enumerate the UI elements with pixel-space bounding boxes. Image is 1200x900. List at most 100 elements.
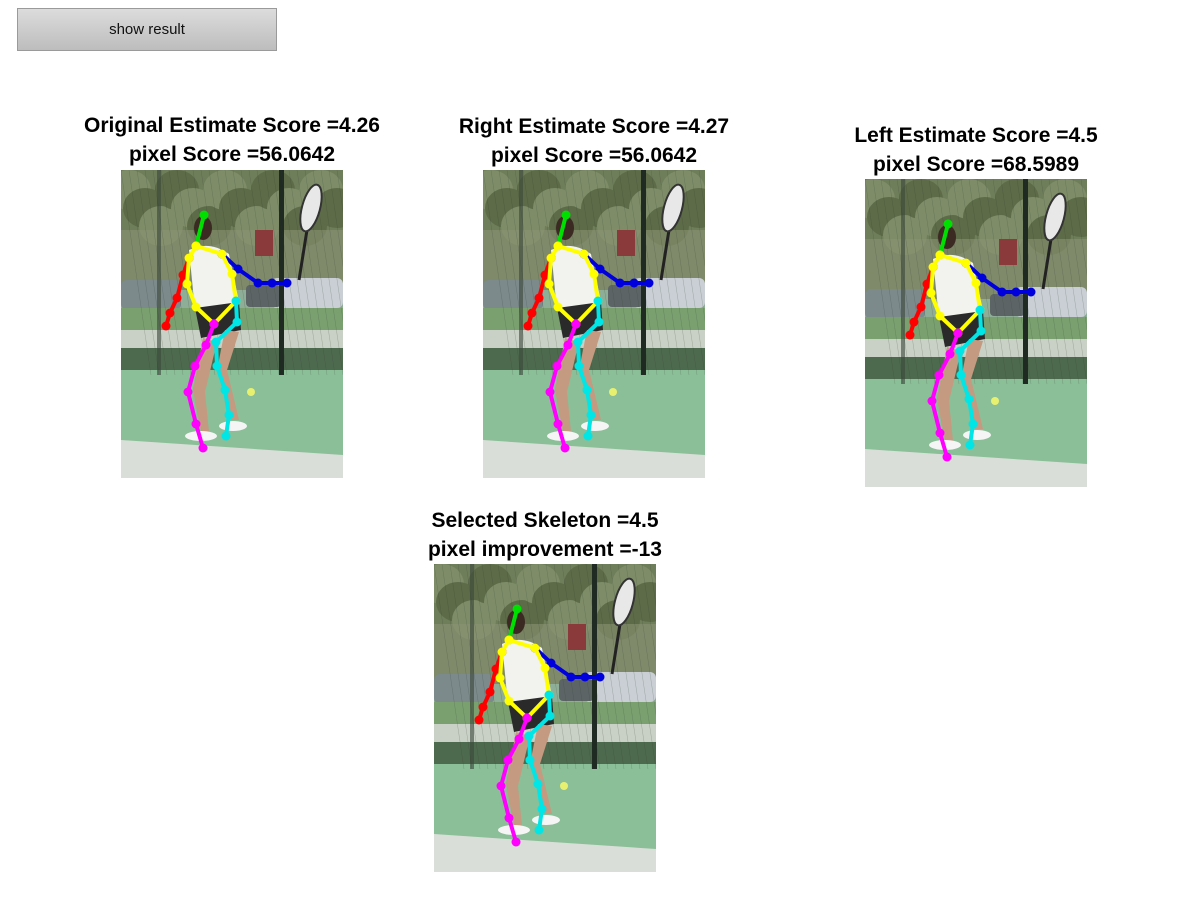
joint-marker xyxy=(589,269,599,279)
joint-marker xyxy=(191,419,201,429)
joint-marker xyxy=(644,278,654,288)
joint-marker xyxy=(961,258,971,268)
left-leg-limb xyxy=(955,305,986,450)
panel-right-pixel-score: pixel Score =56.0642 xyxy=(490,144,698,167)
joint-marker xyxy=(165,308,175,318)
joint-marker xyxy=(976,326,986,336)
joint-marker xyxy=(583,431,593,441)
joint-marker xyxy=(934,370,944,380)
joint-marker xyxy=(221,431,231,441)
joint-marker xyxy=(172,293,182,303)
joint-marker xyxy=(217,249,227,259)
left-leg-limb xyxy=(524,690,555,835)
joint-marker xyxy=(971,278,981,288)
panel-selected-title: Selected Skeleton =4.5 pixel improvement… xyxy=(375,506,715,564)
joint-marker xyxy=(928,262,938,272)
joint-marker xyxy=(198,443,208,453)
joint-marker xyxy=(201,340,211,350)
panel-left-image xyxy=(865,179,1087,487)
joint-marker xyxy=(968,419,978,429)
joint-marker xyxy=(267,278,277,288)
joint-marker xyxy=(582,385,592,395)
joint-marker xyxy=(905,330,915,340)
joint-marker xyxy=(190,361,200,371)
joint-marker xyxy=(485,687,495,697)
left-arm-limb xyxy=(961,258,1036,297)
joint-marker xyxy=(560,443,570,453)
joint-marker xyxy=(533,779,543,789)
joint-marker xyxy=(199,210,209,220)
joint-marker xyxy=(945,349,955,359)
joint-marker xyxy=(504,696,514,706)
joint-marker xyxy=(997,287,1007,297)
joint-marker xyxy=(956,370,966,380)
joint-marker xyxy=(1011,287,1021,297)
joint-marker xyxy=(615,278,625,288)
right-leg-limb xyxy=(545,319,581,453)
joint-marker xyxy=(212,361,222,371)
joint-marker xyxy=(511,837,521,847)
joint-marker xyxy=(525,755,535,765)
photo-scene xyxy=(121,170,343,478)
panel-left-pixel-score: pixel Score =68.5989 xyxy=(872,153,1080,176)
joint-marker xyxy=(191,302,201,312)
joint-marker xyxy=(478,702,488,712)
joint-marker xyxy=(191,241,201,251)
joint-marker xyxy=(496,781,506,791)
joint-marker xyxy=(530,643,540,653)
joint-marker xyxy=(927,396,937,406)
joint-marker xyxy=(574,361,584,371)
panel-original-score: Original Estimate Score =4.26 xyxy=(84,114,380,137)
joint-marker xyxy=(253,278,263,288)
joint-marker xyxy=(922,279,932,289)
joint-marker xyxy=(504,813,514,823)
panel-left-title: Left Estimate Score =4.5 pixel Score =68… xyxy=(806,121,1146,179)
joint-marker xyxy=(964,394,974,404)
joint-marker xyxy=(965,440,975,450)
joint-marker xyxy=(916,302,926,312)
joint-marker xyxy=(553,241,563,251)
joint-marker xyxy=(491,664,501,674)
joint-marker xyxy=(495,673,505,683)
joint-marker xyxy=(580,672,590,682)
photo-scene xyxy=(865,179,1087,487)
joint-marker xyxy=(935,428,945,438)
joint-marker xyxy=(935,250,945,260)
right-leg-limb xyxy=(927,328,963,462)
joint-marker xyxy=(209,319,219,329)
joint-marker xyxy=(540,270,550,280)
panel-original-title: Original Estimate Score =4.26 pixel Scor… xyxy=(61,111,403,169)
joint-marker xyxy=(977,273,987,283)
joint-marker xyxy=(178,270,188,280)
left-leg-limb xyxy=(211,296,242,441)
joint-marker xyxy=(544,279,554,289)
joint-marker xyxy=(220,385,230,395)
show-result-button[interactable]: show result xyxy=(17,8,277,51)
panel-right-score: Right Estimate Score =4.27 xyxy=(458,115,730,138)
panel-right-image xyxy=(483,170,705,478)
photo-scene xyxy=(483,170,705,478)
joint-marker xyxy=(545,387,555,397)
joint-marker xyxy=(522,713,532,723)
joint-marker xyxy=(629,278,639,288)
joint-marker xyxy=(573,337,583,347)
joint-marker xyxy=(282,278,292,288)
joint-marker xyxy=(579,249,589,259)
joint-marker xyxy=(546,658,556,668)
joint-marker xyxy=(232,317,242,327)
joint-marker xyxy=(595,672,605,682)
joint-marker xyxy=(561,210,571,220)
panel-original-pixel-score: pixel Score =56.0642 xyxy=(128,143,336,166)
right-leg-limb xyxy=(496,713,532,847)
joint-marker xyxy=(527,308,537,318)
joint-marker xyxy=(955,346,965,356)
joint-marker xyxy=(545,711,555,721)
joint-marker xyxy=(503,755,513,765)
joint-marker xyxy=(184,253,194,263)
joint-marker xyxy=(233,264,243,274)
joint-marker xyxy=(497,647,507,657)
left-leg-limb xyxy=(573,296,604,441)
joint-marker xyxy=(553,302,563,312)
joint-marker xyxy=(474,715,484,725)
joint-marker xyxy=(211,337,221,347)
